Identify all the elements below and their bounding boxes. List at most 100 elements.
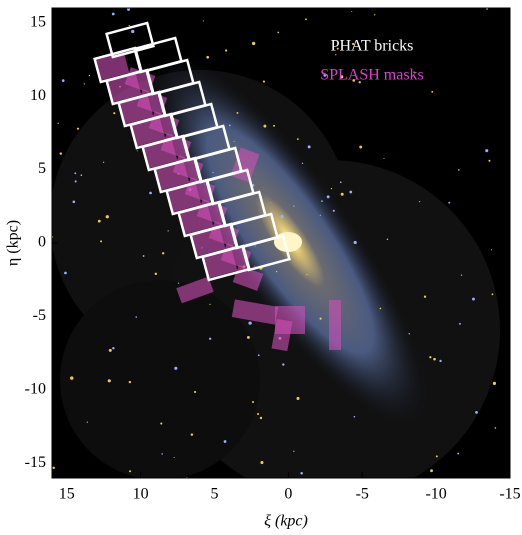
star [353,240,357,245]
star [127,8,131,11]
star [105,215,109,219]
star [57,122,59,124]
star [459,322,461,325]
y-tick-label: 10 [30,87,46,104]
star [491,293,494,296]
star [340,75,344,79]
star [257,354,260,357]
x-axis-label: ξ (kpc) [264,513,308,530]
image [52,8,510,478]
star [472,297,475,301]
star [351,11,353,13]
star [458,169,460,171]
star [332,209,335,212]
star [282,363,285,366]
star [174,366,178,370]
star [321,200,323,202]
star [128,24,130,27]
x-tick-label: 15 [59,486,75,503]
y-tick-label: -15 [25,454,46,471]
star [352,79,356,82]
star [212,171,214,174]
star [457,452,460,455]
star [300,472,303,475]
star [88,74,91,77]
star [339,181,342,184]
star [97,219,101,223]
star [413,71,415,73]
mask [190,227,226,257]
star [202,20,204,22]
mask [271,318,293,352]
star [108,348,112,352]
brick [241,234,291,272]
star [64,271,67,275]
star [260,460,264,465]
star [490,249,492,251]
star [173,457,175,459]
x-tick-label: 0 [284,486,292,503]
star [418,201,421,203]
star [488,159,491,162]
star [352,42,355,46]
mask [142,139,178,169]
brick [193,146,243,184]
y-tick-label: -5 [33,307,46,324]
star [83,83,85,85]
star [386,238,389,241]
star [161,252,165,255]
star [128,380,132,384]
mask [202,249,238,279]
star [228,124,231,127]
star [448,201,451,204]
star [277,31,280,34]
mask [130,117,166,147]
star [135,316,138,318]
x-tick-label: 10 [133,486,149,503]
star [485,149,489,153]
star [167,230,169,232]
star [251,401,255,404]
mask [329,300,341,350]
mask [118,95,154,125]
x-tick-label: -10 [425,486,446,503]
star [492,381,497,386]
star [293,450,295,452]
star [112,347,115,350]
mask [154,161,190,191]
star [319,214,321,216]
star [224,49,228,52]
y-tick-label: 5 [38,160,46,177]
star [233,140,235,142]
star [223,440,227,443]
mask [231,299,279,325]
star [353,415,356,418]
y-tick-label: -10 [25,381,46,398]
star [358,81,361,84]
star [154,272,158,276]
star [111,12,115,16]
star [206,55,210,59]
star [359,145,363,149]
star [435,455,438,458]
star [149,191,152,195]
star [136,150,138,152]
star [460,274,463,276]
star [177,282,180,284]
star [306,273,308,276]
mask [178,205,214,235]
star [190,433,194,436]
star [208,337,212,340]
star [129,470,132,473]
x-tick-label: 5 [211,486,219,503]
star [194,390,197,394]
star [248,321,252,325]
star [74,180,77,183]
star [100,240,103,243]
star [86,421,88,423]
star [326,195,330,199]
mask [166,183,202,213]
star [254,265,256,267]
star [349,190,353,194]
star [383,157,385,159]
